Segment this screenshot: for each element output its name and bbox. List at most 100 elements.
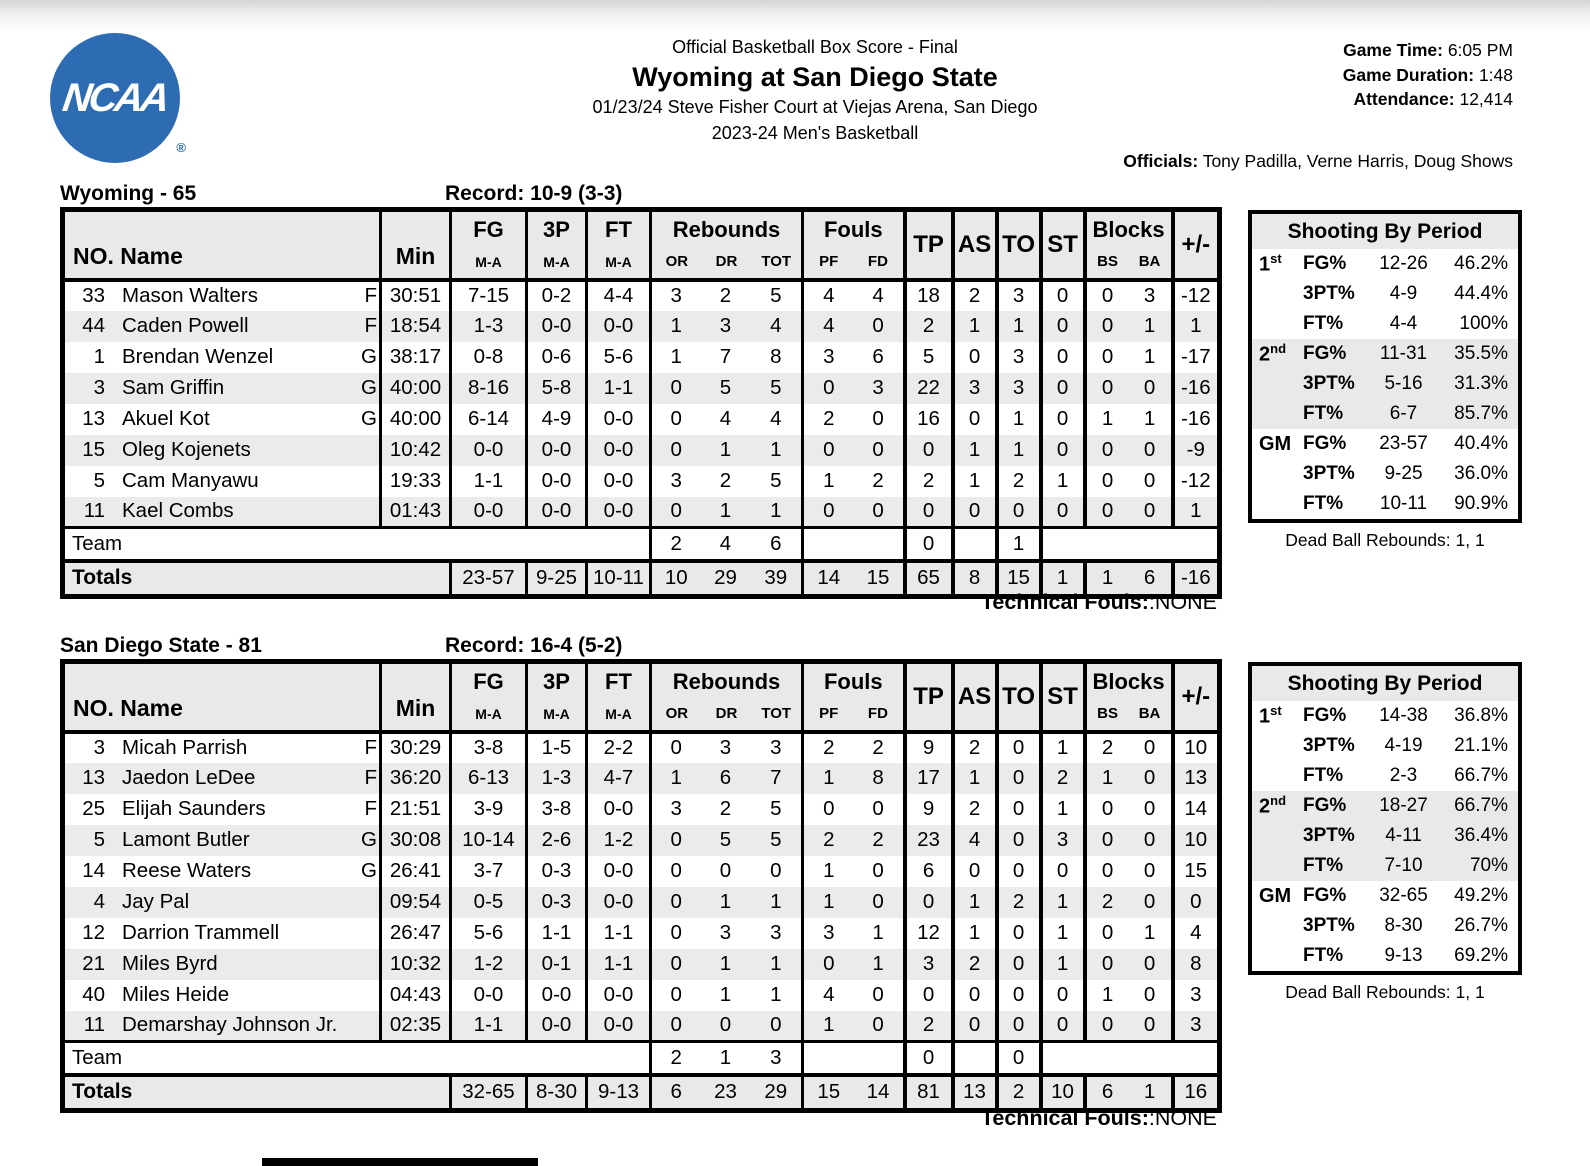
stat-plus-minus: -16 (1170, 372, 1220, 404)
stat-min: 21:51 (379, 793, 451, 825)
shooting-row: 2nd FG% 18-27 66.7% (1252, 791, 1518, 821)
stat-pf: 1 (801, 886, 854, 918)
stat-plus-minus: 10 (1170, 731, 1220, 763)
shooting-made-attempted: 32-65 (1379, 885, 1428, 906)
stat-as: 2 (950, 948, 997, 980)
stat-bs: 1 (1082, 979, 1129, 1011)
player-position: G (361, 345, 377, 368)
col-header-to: TO (994, 209, 1041, 282)
officials-names: Tony Padilla, Verne Harris, Doug Shows (1202, 151, 1513, 171)
shooting-stat-label: 3PT% (1303, 825, 1355, 846)
stat-or: 3 (649, 465, 701, 497)
shooting-period: 2nd (1259, 793, 1287, 818)
stat-dr: 5 (700, 372, 751, 404)
stat-plus-minus: -16 (1170, 403, 1220, 435)
stat-to: 1 (994, 434, 1041, 466)
stat-as: 1 (950, 465, 997, 497)
stat-ba: 1 (1143, 345, 1156, 368)
stat-to: 0 (994, 948, 1041, 980)
shooting-made-attempted: 4-9 (1389, 283, 1418, 304)
stat-dr: 2 (719, 284, 732, 307)
stat-or: 1 (649, 310, 701, 342)
stat-dr: 1 (700, 886, 751, 918)
stat-ba: 0 (1128, 948, 1173, 980)
stat-as: 0 (950, 855, 997, 887)
stat-tp: 0 (902, 886, 953, 918)
shooting-made-attempted: 2-3 (1389, 765, 1418, 786)
ncaa-logo: NCAA ® (50, 33, 186, 163)
stat-tot: 1 (750, 948, 803, 980)
player-number: 25 (82, 797, 105, 820)
player-cell: 33 Mason Walters F (63, 280, 381, 311)
stat-tot: 1 (770, 983, 782, 1006)
stat-fg: 0-5 (449, 886, 527, 918)
stat-tp: 9 (902, 793, 953, 825)
stat-ft: 0-0 (585, 434, 651, 466)
shooting-by-period-panel: Shooting By Period 1st FG% 14-38 36.8% 3PT% 4… (1248, 662, 1522, 975)
season-line: 2023-24 Men's Basketball (711, 123, 919, 143)
stat-pf: 4 (801, 310, 854, 342)
stat-pf: 4 (801, 279, 854, 311)
stat-fd: 0 (853, 434, 905, 466)
technical-fouls-label: Technical Fouls: (980, 590, 1149, 614)
shooting-made-attempted: 9-13 (1384, 945, 1423, 966)
col-header-no-name: NO. Name (62, 209, 381, 282)
stat-3p: 4-9 (525, 403, 587, 435)
player-number: 4 (93, 890, 105, 913)
player-position: G (361, 407, 377, 430)
stat-min: 10:32 (379, 948, 451, 980)
stat-fg: 7-15 (449, 279, 527, 311)
total-pf: 15 (801, 1072, 854, 1111)
stat-ft: 1-1 (585, 372, 651, 404)
player-name: Akuel Kot (122, 407, 210, 430)
shooting-stat-label: FG% (1303, 253, 1347, 274)
stat-pf: 1 (801, 855, 854, 887)
shooting-row: FT% 7-10 70% (1252, 851, 1518, 881)
empty-cell (1038, 526, 1220, 561)
empty-cell (801, 1040, 905, 1075)
col-header-rebounds: Rebounds OR DR TOT (648, 209, 803, 282)
stat-to: 0 (994, 917, 1041, 949)
shooting-percentage: 100% (1459, 313, 1508, 334)
player-name: Lamont Butler (122, 828, 250, 851)
totals-label: Totals (62, 558, 451, 597)
stat-plus-minus: -17 (1170, 341, 1220, 373)
player-number: 13 (82, 407, 105, 430)
shooting-stat-label: 3PT% (1303, 735, 1355, 756)
shooting-percentage: 31.3% (1454, 373, 1508, 394)
player-cell: 11 Demarshay Johnson Jr. (62, 1010, 381, 1042)
stat-tp: 2 (902, 310, 953, 342)
stat-to: 3 (994, 279, 1041, 311)
stat-dr: 7 (719, 345, 732, 368)
shooting-period: GM (1259, 884, 1292, 907)
shooting-made-attempted: 4-4 (1389, 313, 1418, 334)
stat-ft: 0-0 (585, 1010, 651, 1042)
stat-ft: 0-0 (585, 855, 651, 887)
stat-to: 0 (994, 979, 1041, 1011)
stat-fd: 4 (872, 284, 884, 307)
col-header-ft: FT M-A (585, 661, 651, 734)
player-number: 3 (93, 376, 105, 399)
stat-bs: 1 (1082, 403, 1129, 435)
player-row: 14 Reese Waters G 26:41 3-7 0-3 0-0 0 0 0 1 0 6 0 0 0 0 0… (63, 855, 1220, 887)
stat-ba: 0 (1128, 886, 1173, 918)
stat-tp: 0 (902, 434, 953, 466)
stat-or: 0 (649, 979, 701, 1011)
shooting-stat-label: 3PT% (1303, 283, 1355, 304)
player-name: Kael Combs (122, 499, 234, 523)
stat-ft: 0-0 (585, 886, 651, 918)
stat-tot: 3 (770, 921, 782, 944)
stat-tot: 0 (770, 859, 782, 882)
stat-as: 4 (950, 824, 997, 856)
shooting-row: 1st FG% 12-26 46.2% (1252, 249, 1518, 279)
shooting-stat-label: FG% (1303, 885, 1347, 906)
player-row: 1 Brendan Wenzel G 38:17 0-8 0-6 5-6 1 7 8 3 6 5 0 3 0 0… (63, 341, 1220, 373)
shooting-panel-title: Shooting By Period (1252, 214, 1518, 249)
stat-st: 1 (1038, 465, 1085, 497)
stat-st: 0 (1038, 310, 1085, 342)
stat-tot: 5 (750, 372, 803, 404)
stat-3p: 0-0 (525, 979, 587, 1011)
stat-tot: 5 (750, 824, 803, 856)
stat-min: 36:20 (379, 762, 451, 794)
